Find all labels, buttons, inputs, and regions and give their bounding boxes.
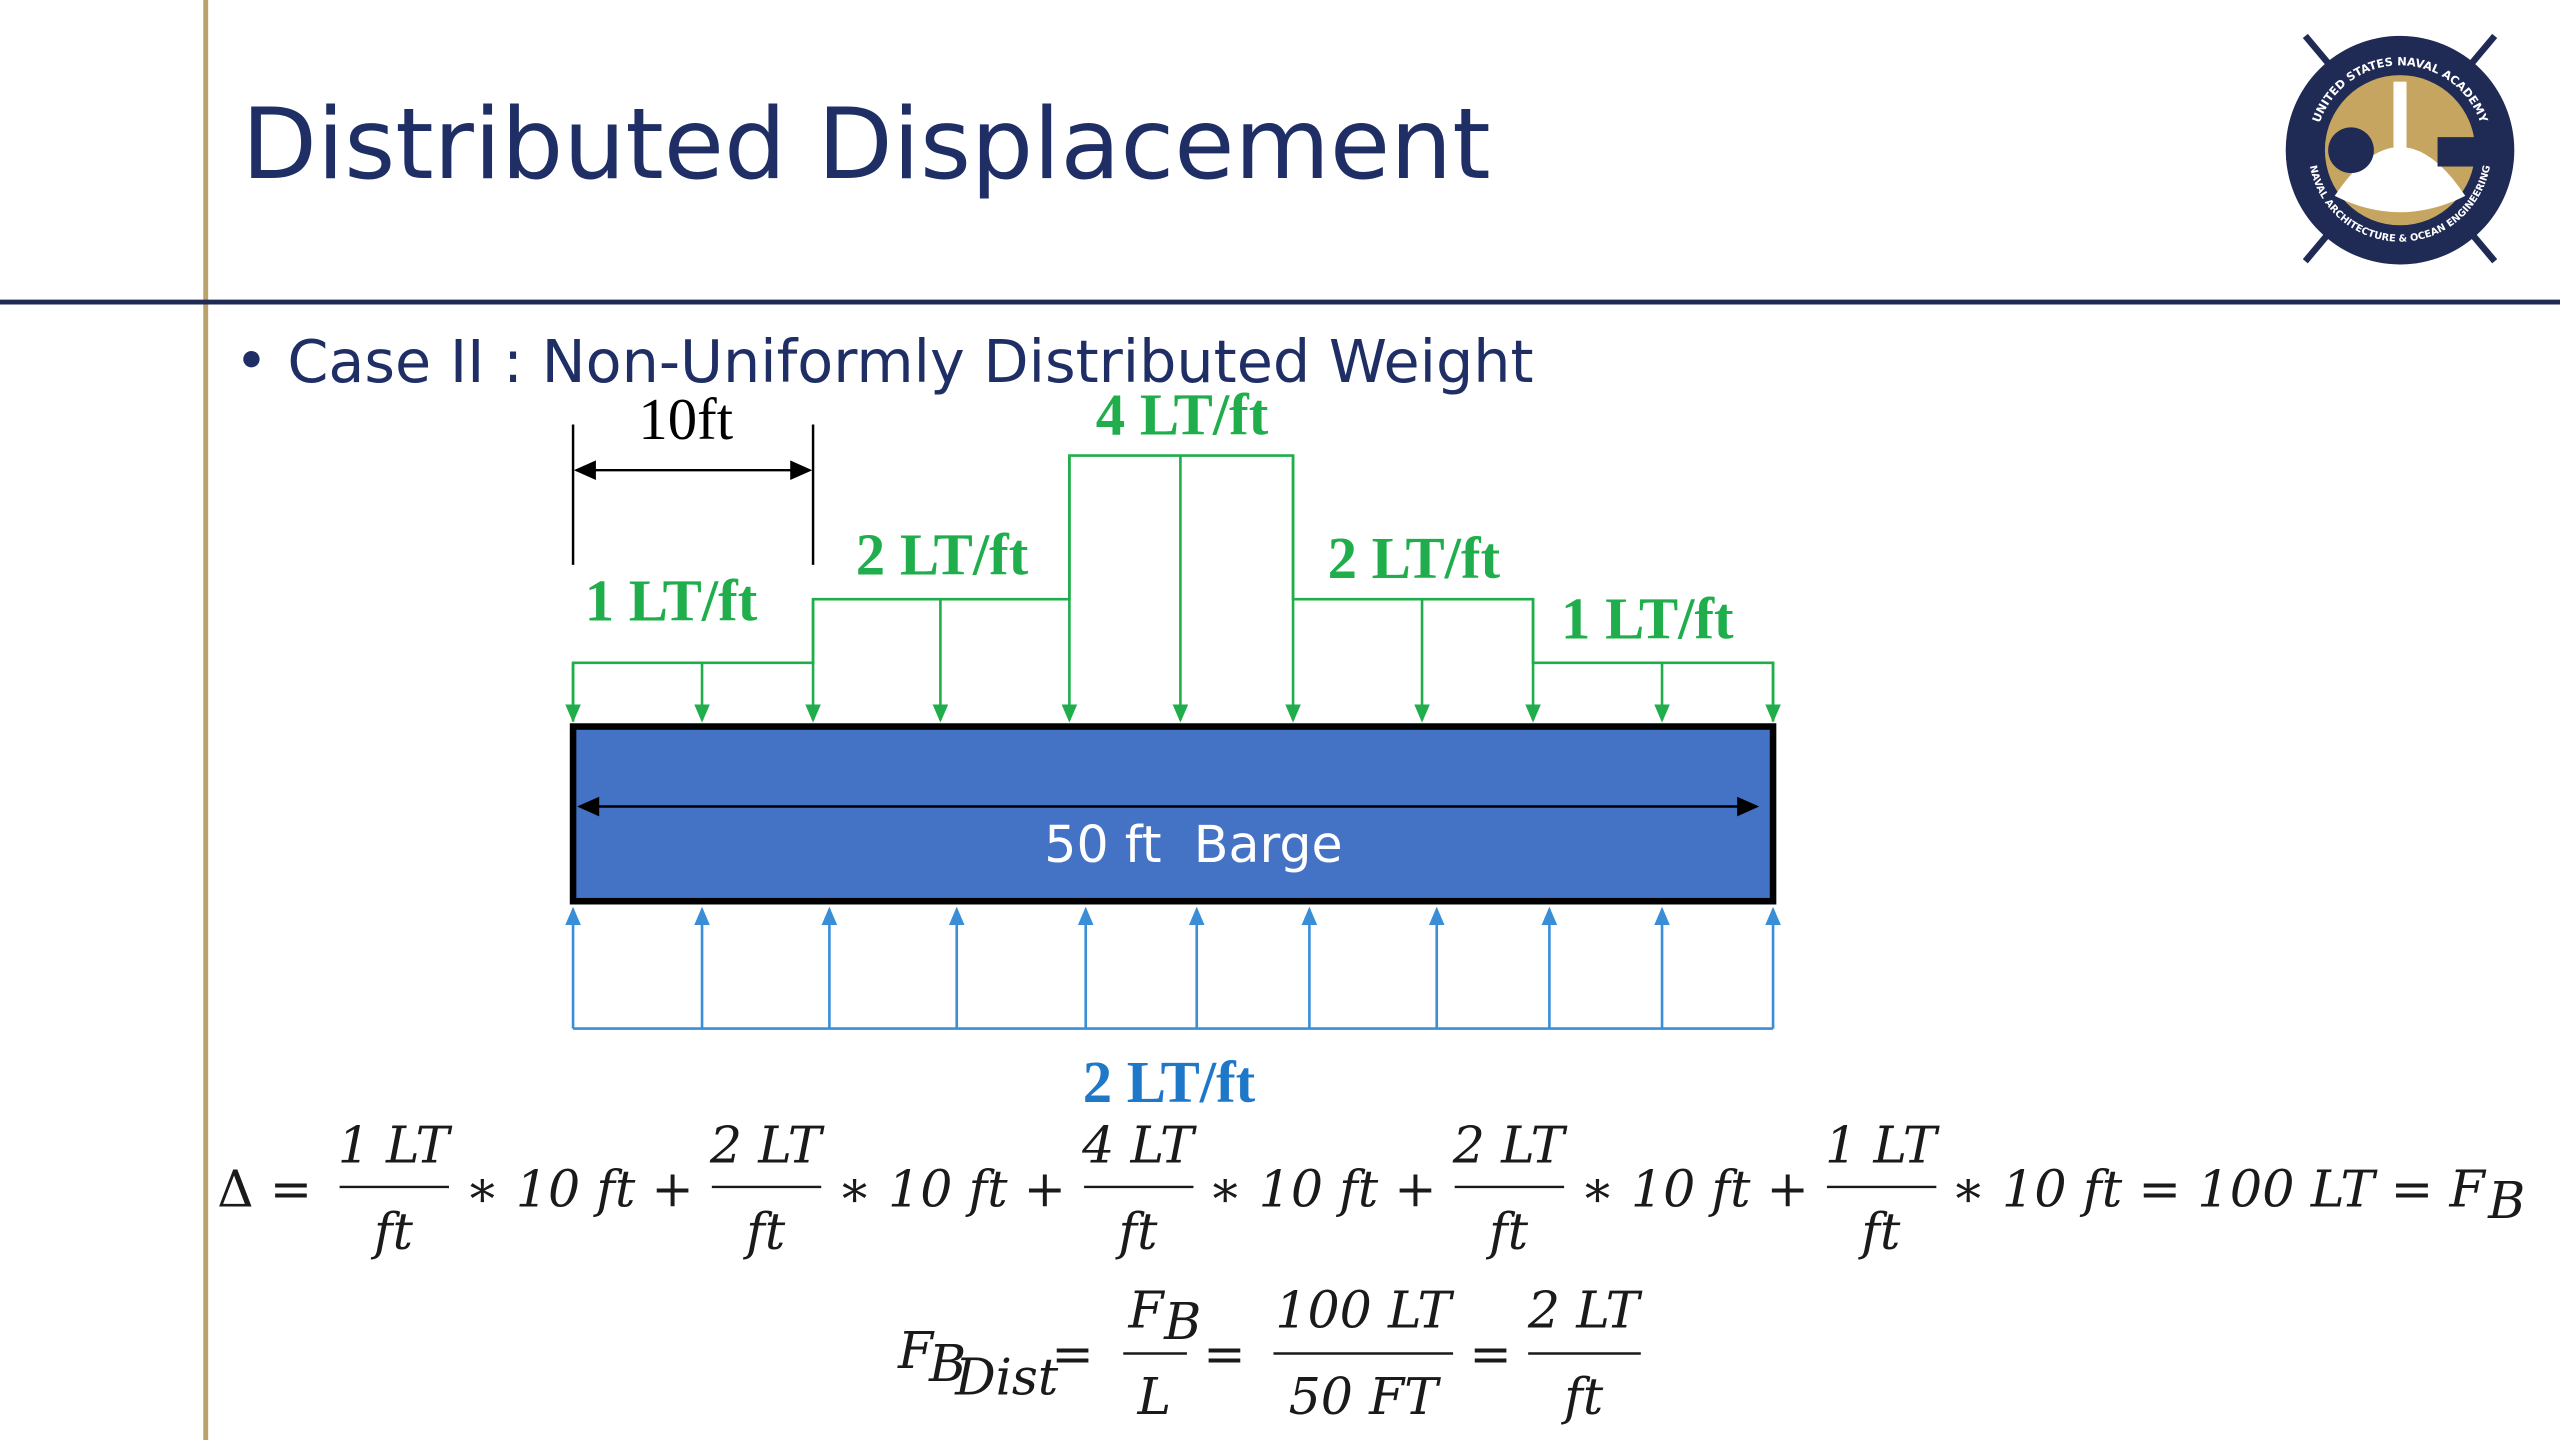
- load-arrows: [565, 455, 1781, 723]
- bullet-text: Case II : Non-Uniformly Distributed Weig…: [287, 327, 1533, 396]
- eq1-sub: B: [2487, 1171, 2525, 1230]
- logo: UNITED STATES NAVAL ACADEMY NAVAL ARCHIT…: [2285, 33, 2515, 265]
- eq2-den: ft: [1560, 1367, 1604, 1426]
- eq1-den: ft: [1114, 1202, 1158, 1261]
- eq1-num: 2 LT: [1452, 1115, 1568, 1174]
- eq2-lhs-subsub: Dist: [954, 1347, 1059, 1406]
- eq1-lhs: Δ =: [217, 1160, 312, 1219]
- eq1-num: 2 LT: [709, 1115, 825, 1174]
- eq1-num: 1 LT: [338, 1115, 453, 1174]
- eq1-den: ft: [1857, 1202, 1901, 1261]
- barge-label: 50 ft Barge: [1044, 815, 1342, 874]
- eq1-rest: ∗ 10 ft +: [838, 1160, 1067, 1219]
- eq1-rest: ∗ 10 ft +: [465, 1160, 694, 1219]
- eq1-num: 4 LT: [1081, 1115, 1197, 1174]
- load-label: 2 LT/ft: [856, 523, 1029, 588]
- eq2-equals: =: [1203, 1324, 1245, 1383]
- eq1-rest: ∗ 10 ft +: [1208, 1160, 1437, 1219]
- eq1-den: ft: [370, 1202, 414, 1261]
- eq2-equals: =: [1469, 1324, 1511, 1383]
- eq1-terms: 1 LT ft ∗ 10 ft + 2 LT ft ∗ 10 ft + 4 LT…: [338, 1115, 2526, 1261]
- eq2-equals: =: [1051, 1324, 1093, 1383]
- eq2-den: L: [1136, 1367, 1171, 1426]
- load-label: 2 LT/ft: [1328, 526, 1501, 591]
- eq2-num: 2 LT: [1527, 1280, 1643, 1339]
- load-label: 1 LT/ft: [585, 568, 758, 633]
- eq2: F B Dist = F B L = 100 LT 50 FT = 2 LT f…: [897, 1280, 1643, 1426]
- eq2-num-sub: B: [1163, 1292, 1201, 1351]
- eq2-lhs: F: [897, 1321, 935, 1380]
- bullet-dot: [243, 351, 260, 368]
- eq1-rest: ∗ 10 ft +: [1580, 1160, 1809, 1219]
- eq2-den: 50 FT: [1289, 1367, 1442, 1426]
- eq1-num: 1 LT: [1825, 1115, 1940, 1174]
- dimension: [571, 424, 815, 565]
- eq1-rest: ∗ 10 ft = 100 LT = F: [1951, 1160, 2487, 1219]
- buoyancy-label: 2 LT/ft: [1083, 1050, 1256, 1115]
- dimension-label: 10ft: [638, 387, 733, 452]
- load-label: 1 LT/ft: [1561, 586, 1734, 651]
- barge: [569, 723, 1777, 905]
- load-label: 4 LT/ft: [1096, 382, 1269, 447]
- eq1-den: ft: [742, 1202, 786, 1261]
- slide-title: Distributed Displacement: [242, 88, 1491, 202]
- buoyancy-arrows: [565, 906, 1781, 1029]
- eq2-lhs-sub: B: [928, 1334, 966, 1393]
- eq2-num: 100 LT: [1275, 1280, 1454, 1339]
- eq2-num: F: [1128, 1280, 1166, 1339]
- eq1-den: ft: [1485, 1202, 1529, 1261]
